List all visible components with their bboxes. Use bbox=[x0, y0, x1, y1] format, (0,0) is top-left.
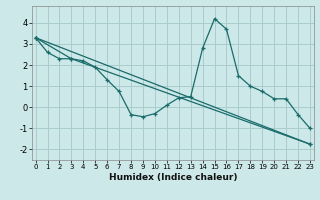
X-axis label: Humidex (Indice chaleur): Humidex (Indice chaleur) bbox=[108, 173, 237, 182]
